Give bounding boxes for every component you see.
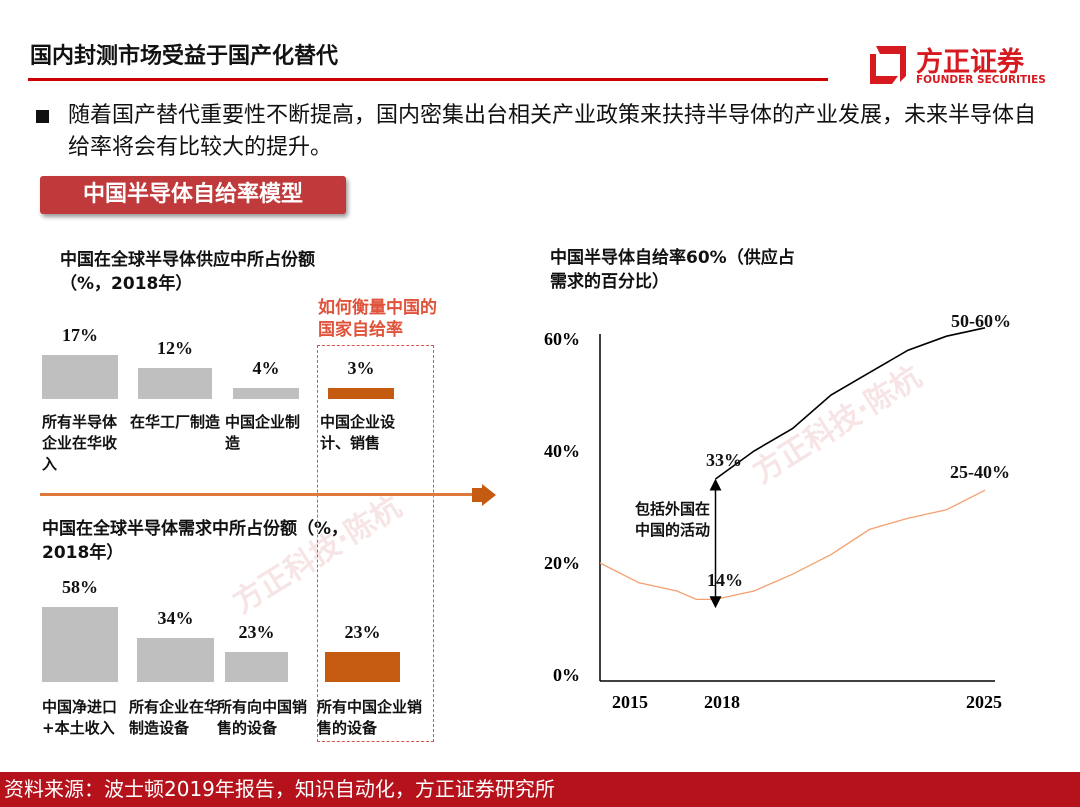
bar-category-label: 所有企业在华制造设备 [129, 698, 220, 737]
source-footer: 资料来源：波士顿2019年报告，知识自动化，方正证券研究所 [0, 772, 1080, 807]
highlight-label: 如何衡量中国的国家自给率 [318, 298, 437, 340]
bar-data-label: 58% [62, 576, 98, 597]
y-tick-label: 20% [544, 553, 580, 573]
label-end-bottom: 25-40% [950, 462, 1010, 482]
label-start-bottom: 14% [707, 570, 743, 590]
highlight-box [317, 345, 434, 742]
founder-logo: 方正证券 FOUNDER SECURITIES [866, 40, 1046, 90]
bar-category-label: 所有向中国销售的设备 [217, 698, 308, 737]
line-chart-title: 中国半导体自给率60%（供应占需求的百分比） [550, 248, 795, 292]
series-line-with-foreign [715, 327, 986, 480]
bullet-text: 随着国产替代重要性不断提高，国内密集出台相关产业政策来扶持半导体的产业发展，未来… [34, 100, 1044, 164]
bar-data-label: 23% [344, 622, 381, 643]
bar [42, 606, 118, 682]
bar-category-label: 中国企业设计、销售 [320, 413, 396, 452]
label-start-top: 33% [706, 450, 742, 470]
series-line-domestic [599, 489, 986, 601]
bar-data-label: 4% [252, 358, 280, 378]
demand-chart-title: 中国在全球半导体需求中所占份额（%，2018年） [42, 519, 349, 563]
bar [138, 367, 212, 399]
bar-data-label: 17% [62, 324, 98, 345]
bar [137, 637, 214, 682]
bar-category-label: 中国企业制造 [225, 413, 301, 452]
x-tick-label: 2018 [704, 692, 740, 712]
bar [325, 652, 400, 682]
bar [328, 388, 394, 399]
bar-category-label: 在华工厂制造 [130, 413, 221, 431]
bar-category-label: 所有半导体企业在华收入 [42, 413, 118, 473]
bar-category-label: 所有中国企业销售的设备 [317, 698, 423, 737]
bar-category-label: 中国净进口+本土收入 [42, 698, 118, 737]
logo-text-en: FOUNDER SECURITIES [916, 74, 1046, 86]
logo-text-cn: 方正证券 [916, 47, 1024, 78]
x-tick-label: 2025 [966, 692, 1002, 712]
bar-data-label: 3% [347, 358, 375, 378]
slide-title: 国内封测市场受益于国产化替代 [30, 44, 339, 69]
supply-chart-title: 中国在全球半导体供应中所占份额（%，2018年） [60, 250, 315, 294]
y-tick-label: 40% [544, 441, 580, 461]
bar-data-label: 34% [157, 607, 194, 628]
bar-data-label: 23% [238, 622, 275, 643]
bar [42, 354, 118, 399]
title-underline [28, 78, 828, 81]
logo-mark-icon [870, 46, 906, 84]
section-ribbon: 中国半导体自给率模型 [40, 176, 346, 214]
bar [225, 652, 288, 682]
bar [233, 388, 299, 399]
y-tick-label: 60% [544, 329, 580, 349]
gap-note: 包括外国在中国的活动 [635, 500, 711, 539]
y-tick-label: 0% [553, 665, 580, 685]
right-arrow-icon [472, 484, 496, 506]
bar-data-label: 12% [157, 337, 193, 358]
label-end-top: 50-60% [951, 311, 1011, 331]
divider-arrow-line [40, 493, 480, 496]
x-tick-label: 2015 [612, 692, 648, 712]
